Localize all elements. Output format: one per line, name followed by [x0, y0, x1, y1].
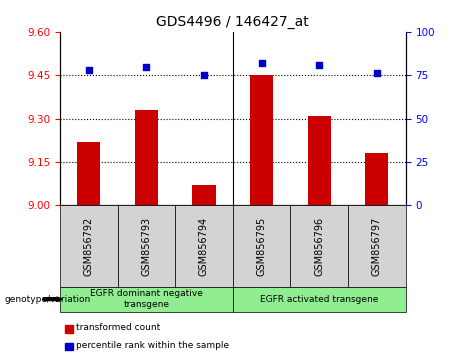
Text: genotype/variation: genotype/variation — [5, 295, 91, 304]
Point — [315, 62, 323, 68]
Text: GSM856795: GSM856795 — [257, 216, 266, 276]
Bar — [135, 110, 158, 205]
Point — [373, 71, 381, 76]
Text: percentile rank within the sample: percentile rank within the sample — [76, 341, 229, 350]
Text: GSM856792: GSM856792 — [84, 216, 94, 276]
Text: GSM856793: GSM856793 — [142, 216, 151, 276]
Point — [258, 60, 266, 66]
Text: GSM856794: GSM856794 — [199, 216, 209, 276]
Bar — [77, 142, 100, 205]
Text: GSM856796: GSM856796 — [314, 216, 324, 276]
Point — [142, 64, 150, 69]
Bar — [365, 153, 388, 205]
Bar — [250, 75, 273, 205]
Title: GDS4496 / 146427_at: GDS4496 / 146427_at — [156, 16, 309, 29]
Point — [85, 67, 92, 73]
Text: EGFR dominant negative
transgene: EGFR dominant negative transgene — [90, 290, 203, 309]
Text: EGFR activated transgene: EGFR activated transgene — [260, 295, 378, 304]
Text: GSM856797: GSM856797 — [372, 216, 382, 276]
Bar — [193, 185, 216, 205]
Point — [200, 73, 207, 78]
Bar — [308, 116, 331, 205]
Text: transformed count: transformed count — [76, 323, 160, 332]
